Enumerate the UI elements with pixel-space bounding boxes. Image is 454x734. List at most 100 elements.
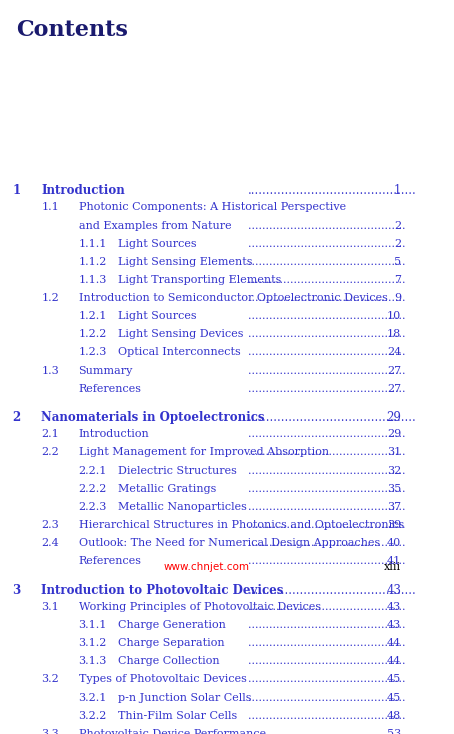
Text: .............................................: ........................................… [248,484,406,494]
Text: 9: 9 [394,293,401,303]
Text: 35: 35 [387,484,401,494]
Text: 43: 43 [386,584,401,597]
Text: 2: 2 [394,239,401,249]
Text: .............................................: ........................................… [248,556,406,567]
Text: 29: 29 [386,411,401,424]
Text: Working Principles of Photovoltaic Devices: Working Principles of Photovoltaic Devic… [79,602,321,612]
Text: 1.2.1: 1.2.1 [79,311,107,321]
Text: .............................................: ........................................… [248,538,406,548]
Text: .............................................: ........................................… [248,675,406,685]
Text: 44: 44 [387,638,401,648]
Text: .............................................: ........................................… [248,411,417,424]
Text: 3.1: 3.1 [41,602,59,612]
Text: .............................................: ........................................… [248,257,406,266]
Text: .............................................: ........................................… [248,184,417,197]
Text: 2: 2 [394,220,401,230]
Text: 2.4: 2.4 [41,538,59,548]
Text: 3.2.2: 3.2.2 [79,711,107,721]
Text: 3.3: 3.3 [41,729,59,734]
Text: Thin-Film Solar Cells: Thin-Film Solar Cells [118,711,237,721]
Text: 45: 45 [387,693,401,702]
Text: Hierarchical Structures in Photonics and Optoelectronics: Hierarchical Structures in Photonics and… [79,520,404,530]
Text: Light Sources: Light Sources [118,239,197,249]
Text: Contents: Contents [16,19,128,40]
Text: Introduction to Semiconductor Optoelectronic Devices: Introduction to Semiconductor Optoelectr… [79,293,387,303]
Text: .............................................: ........................................… [248,311,406,321]
Text: References: References [79,556,142,567]
Text: 10: 10 [387,311,401,321]
Text: .............................................: ........................................… [248,656,406,666]
Text: Dielectric Structures: Dielectric Structures [118,465,237,476]
Text: Outlook: The Need for Numerical Design Approaches: Outlook: The Need for Numerical Design A… [79,538,380,548]
Text: .............................................: ........................................… [248,429,406,440]
Text: 1: 1 [12,184,20,197]
Text: 1.2.2: 1.2.2 [79,330,107,339]
Text: 41: 41 [387,556,401,567]
Text: 1: 1 [394,184,401,197]
Text: .............................................: ........................................… [248,330,406,339]
Text: .............................................: ........................................… [248,602,406,612]
Text: xiii: xiii [384,562,401,572]
Text: .............................................: ........................................… [248,275,406,285]
Text: .............................................: ........................................… [248,729,406,734]
Text: .............................................: ........................................… [248,448,406,457]
Text: 2.2.3: 2.2.3 [79,502,107,512]
Text: Light Sources: Light Sources [118,311,197,321]
Text: 3.1.3: 3.1.3 [79,656,107,666]
Text: 40: 40 [387,538,401,548]
Text: Metallic Nanoparticles: Metallic Nanoparticles [118,502,247,512]
Text: .............................................: ........................................… [248,384,406,393]
Text: 32: 32 [387,465,401,476]
Text: 24: 24 [387,347,401,357]
Text: Photonic Components: A Historical Perspective: Photonic Components: A Historical Perspe… [79,203,346,212]
Text: 1.1.2: 1.1.2 [79,257,107,266]
Text: 45: 45 [387,675,401,685]
Text: 27: 27 [387,384,401,393]
Text: .............................................: ........................................… [248,239,406,249]
Text: Light Sensing Elements: Light Sensing Elements [118,257,252,266]
Text: Types of Photovoltaic Devices: Types of Photovoltaic Devices [79,675,247,685]
Text: Nanomaterials in Optoelectronics: Nanomaterials in Optoelectronics [41,411,265,424]
Text: 1.2: 1.2 [41,293,59,303]
Text: 2.2.1: 2.2.1 [79,465,107,476]
Text: Charge Separation: Charge Separation [118,638,225,648]
Text: Metallic Gratings: Metallic Gratings [118,484,216,494]
Text: 2: 2 [12,411,21,424]
Text: www.chnjet.com: www.chnjet.com [164,562,250,572]
Text: .............................................: ........................................… [248,520,406,530]
Text: 48: 48 [387,711,401,721]
Text: 3.1.2: 3.1.2 [79,638,107,648]
Text: 3.2: 3.2 [41,675,59,685]
Text: 1.1: 1.1 [41,203,59,212]
Text: 5: 5 [394,257,401,266]
Text: 2.1: 2.1 [41,429,59,440]
Text: 3: 3 [12,584,21,597]
Text: .............................................: ........................................… [248,293,406,303]
Text: Summary: Summary [79,366,133,376]
Text: Light Sensing Devices: Light Sensing Devices [118,330,243,339]
Text: 31: 31 [387,448,401,457]
Text: 43: 43 [387,602,401,612]
Text: 53: 53 [387,729,401,734]
Text: 2.2: 2.2 [41,448,59,457]
Text: Introduction: Introduction [41,184,125,197]
Text: 3.1.1: 3.1.1 [79,620,107,630]
Text: References: References [79,384,142,393]
Text: 37: 37 [387,502,401,512]
Text: 1.2.3: 1.2.3 [79,347,107,357]
Text: Introduction: Introduction [79,429,149,440]
Text: 44: 44 [387,656,401,666]
Text: 2.2.2: 2.2.2 [79,484,107,494]
Text: 39: 39 [387,520,401,530]
Text: Optical Interconnects: Optical Interconnects [118,347,241,357]
Text: 3.2.1: 3.2.1 [79,693,107,702]
Text: 18: 18 [387,330,401,339]
Text: Charge Collection: Charge Collection [118,656,220,666]
Text: .............................................: ........................................… [248,465,406,476]
Text: .............................................: ........................................… [248,502,406,512]
Text: .............................................: ........................................… [248,620,406,630]
Text: p-n Junction Solar Cells: p-n Junction Solar Cells [118,693,252,702]
Text: .............................................: ........................................… [248,693,406,702]
Text: .............................................: ........................................… [248,366,406,376]
Text: 27: 27 [387,366,401,376]
